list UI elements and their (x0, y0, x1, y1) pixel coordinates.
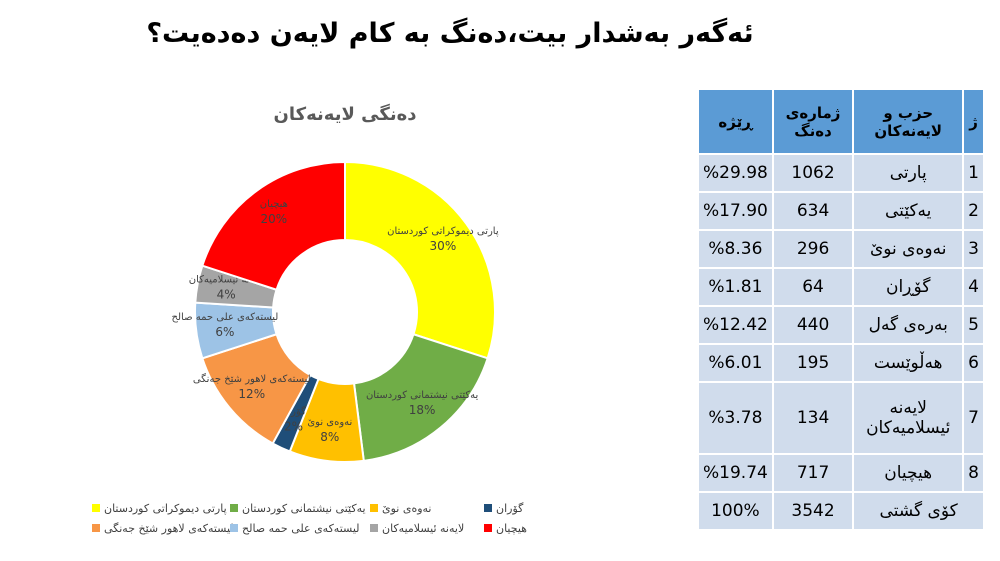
table-cell: %19.74 (697, 453, 774, 493)
slice-value-label: 18% (409, 403, 436, 417)
table-row: 2 یەکێتی 634 %17.90 (697, 191, 985, 231)
legend-label: لایەنە ئیسلامیەکان (382, 522, 464, 535)
table-cell: %8.36 (697, 229, 774, 269)
table-cell: %12.42 (697, 305, 774, 345)
legend-swatch (370, 524, 378, 532)
table-row: 4 گۆڕان 64 %1.81 (697, 267, 985, 307)
legend-swatch (370, 504, 378, 512)
table-cell: 5 (962, 305, 985, 345)
table-cell: نەوەی نوێ (852, 229, 965, 269)
header-cell: ڕێژە (697, 88, 774, 155)
table-row: 3 نەوەی نوێ 296 %8.36 (697, 229, 985, 269)
legend-swatch (230, 524, 238, 532)
slice-value-label: 4% (217, 287, 236, 301)
table-cell: %6.01 (697, 343, 774, 383)
slice-category-label: پارتی دیموکراتی کوردستان (387, 226, 499, 237)
table-cell: 6 (962, 343, 985, 383)
table-cell: 4 (962, 267, 985, 307)
total-cell: 3542 (771, 491, 855, 531)
chart-title: دەنگی لایەنەکان (274, 103, 417, 125)
legend-swatch (484, 504, 492, 512)
chart: دەنگی لایەنەکان پارتی دیموکراتی کوردستان… (92, 103, 527, 535)
total-row: کۆی گشتی 3542 100% (697, 491, 985, 531)
legend-label: نەوەی نوێ (382, 502, 432, 515)
total-cell: کۆی گشتی (852, 491, 985, 531)
slice-category-label: لایەنە ئیسلامیەکان (189, 274, 264, 285)
legend-swatch (230, 504, 238, 512)
table-row: 1 پارتی 1062 %29.98 (697, 153, 985, 193)
legend-swatch (92, 504, 100, 512)
table-cell: %1.81 (697, 267, 774, 307)
table-cell: گۆڕان (852, 267, 965, 307)
table-cell: 7 (962, 381, 985, 455)
table-cell: هیچیان (852, 453, 965, 493)
table-cell: 440 (771, 305, 855, 345)
table-body: 1 پارتی 1062 %29.98 2 یەکێتی 634 %17.90 3 نەوەی ن… (697, 153, 985, 531)
table-cell: 717 (771, 453, 855, 493)
table-cell: 2 (962, 191, 985, 231)
table-cell: 634 (771, 191, 855, 231)
table-cell: 3 (962, 229, 985, 269)
slice-value-label: 30% (430, 239, 457, 253)
header-row: ژ حزب و لایەنەکان ژمارەی دەنگ ڕێژە (697, 88, 985, 155)
slice-value-label: 2% (284, 419, 303, 433)
table-cell: هەڵوێست (852, 343, 965, 383)
slice-category-label: هیچیان (260, 199, 288, 210)
table-cell: یەکێتی (852, 191, 965, 231)
table-row: 7 لایەنە ئیسلامیەکان 134 %3.78 (697, 381, 985, 455)
legend-swatch (484, 524, 492, 532)
table-row: 8 هیچیان 717 %19.74 (697, 453, 985, 493)
donut-slice (352, 332, 489, 462)
table-cell: 195 (771, 343, 855, 383)
table-cell: 1 (962, 153, 985, 193)
table-row: 5 بەرەی گەل 440 %12.42 (697, 305, 985, 345)
legend-label: یەکێتی نیشتمانی کوردستان (242, 502, 366, 515)
table-row: 6 هەڵوێست 195 %6.01 (697, 343, 985, 383)
table-cell: 64 (771, 267, 855, 307)
donut-slice (201, 160, 346, 292)
header-cell: ژمارەی دەنگ (771, 88, 855, 155)
slide-title: ئەگەر بەشدار بیت،دەنگ بە کام لایەن دەدەی… (146, 18, 754, 49)
slice-category-label: لیستەکەی لاهور شێخ جەنگی (193, 373, 311, 385)
slice-category-label: نەوەی نوێ (307, 417, 352, 428)
legend-label: لیستەکەی علی حمه صالح (242, 522, 360, 535)
table-cell: %17.90 (697, 191, 774, 231)
total-cell: 100% (697, 491, 774, 531)
slice-value-label: 20% (261, 212, 288, 226)
slice-category-label: لیستەکەی علی حمه صالح (172, 312, 279, 323)
table-cell: 134 (771, 381, 855, 455)
legend-label: لیستەکەی لاهور شێخ جەنگی (104, 522, 234, 535)
header-cell: حزب و لایەنەکان (852, 88, 965, 155)
table-cell: 1062 (771, 153, 855, 193)
legend-label: پارتی دیموکراتی کوردستان (104, 502, 227, 515)
slice-value-label: 12% (238, 387, 265, 401)
table-cell: %29.98 (697, 153, 774, 193)
legend-label: گۆران (496, 502, 524, 515)
table-cell: بەرەی گەل (852, 305, 965, 345)
slice-value-label: 8% (320, 430, 339, 444)
table-cell: %3.78 (697, 381, 774, 455)
results-table: ژ حزب و لایەنەکان ژمارەی دەنگ ڕێژە 1 پارتی 10… (697, 88, 985, 531)
legend-swatch (92, 524, 100, 532)
table-cell: پارتی (852, 153, 965, 193)
donut-slice (344, 160, 496, 360)
table-cell: 296 (771, 229, 855, 269)
table-cell: 8 (962, 453, 985, 493)
header-cell: ژ (962, 88, 985, 155)
table-cell: لایەنە ئیسلامیەکان (852, 381, 965, 455)
slice-category-label: یەکێتی نیشتمانی کوردستان (366, 390, 479, 401)
legend-label: هیچیان (496, 522, 527, 535)
slice-value-label: 6% (215, 325, 234, 339)
